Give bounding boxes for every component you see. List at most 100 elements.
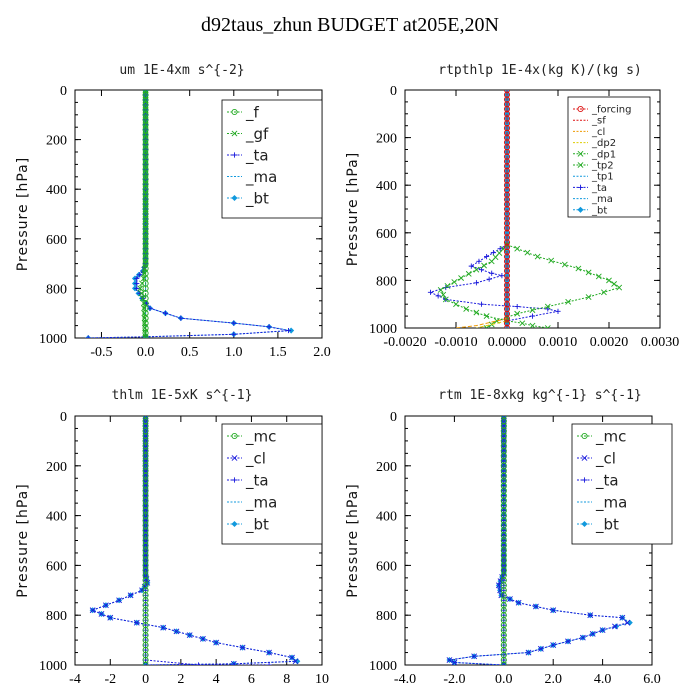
series-cl-point <box>102 602 109 609</box>
y-tick-label: 800 <box>46 609 67 624</box>
legend-entry: _ta <box>227 471 269 490</box>
series-ta-point <box>468 263 474 269</box>
plot-area <box>427 90 623 328</box>
legend-label: _forcing <box>591 105 632 116</box>
legend-label: _mc <box>245 427 276 446</box>
series-tp2-point <box>616 284 623 291</box>
series-ta-point <box>529 313 536 319</box>
y-tick-label: 600 <box>46 233 67 248</box>
panel-title: rtpthlp 1E-4x(kg K)/(kg s) <box>438 63 642 78</box>
legend-entry: _f <box>227 103 260 122</box>
legend-label: _f <box>245 103 260 122</box>
series-cl-point <box>127 592 134 599</box>
plot-area <box>446 416 633 665</box>
series-dp1-point <box>483 313 490 320</box>
legend-label: _bt <box>591 205 607 216</box>
legend-point <box>231 194 238 202</box>
series-dp1-point <box>473 266 480 273</box>
series-cl-point <box>160 624 167 631</box>
y-tick-label: 0 <box>390 410 397 425</box>
x-tick-label: -0.5 <box>90 345 112 360</box>
legend-entry: _mc <box>577 427 626 446</box>
x-tick-label: 1.5 <box>269 345 287 360</box>
legend-box <box>567 96 651 218</box>
y-tick-label: 800 <box>376 274 397 289</box>
series-mc-point <box>142 661 149 665</box>
legend-entry: _ma <box>227 493 277 512</box>
series-mc <box>142 416 149 665</box>
series-line <box>455 318 508 328</box>
series-ta-point <box>162 310 169 316</box>
y-tick-label: 400 <box>46 510 67 525</box>
panel-title: thlm 1E-5xK s^{-1} <box>112 388 253 403</box>
series-bt-point <box>288 327 295 334</box>
series-ta-point <box>473 280 479 286</box>
series-tp2-point <box>585 269 592 276</box>
legend-entry: _cl <box>577 449 616 468</box>
y-tick-label: 200 <box>376 460 397 475</box>
series-ta-point <box>137 272 143 278</box>
x-tick-label: 0.0 <box>495 672 513 687</box>
y-tick-label: 800 <box>376 609 397 624</box>
series-ta-point <box>195 662 202 665</box>
x-tick-label: -4.0 <box>394 672 416 687</box>
legend-label: _ma <box>245 168 277 187</box>
series-tp2-point <box>534 253 541 260</box>
series-forcing <box>503 90 511 328</box>
legend-box <box>221 99 323 219</box>
series-dp1-point <box>451 279 458 285</box>
series-cl-point <box>89 607 96 614</box>
y-tick-label: 400 <box>376 179 397 194</box>
x-tick-label: 6 <box>248 672 255 687</box>
y-tick-label: 1000 <box>369 659 397 674</box>
legend-label: _ma <box>245 493 277 512</box>
series-cl-point <box>550 607 557 614</box>
legend-label: _ma <box>591 194 613 205</box>
series-dp1-point <box>444 283 451 289</box>
series-cl-point <box>579 634 586 641</box>
legend-entry: _bt <box>227 515 269 534</box>
series-ta-point <box>266 662 272 665</box>
x-tick-label: 1.0 <box>225 345 243 360</box>
legend-entry: _gf <box>227 125 269 144</box>
panel-title: rtm 1E-8xkg kg^{-1} s^{-1} <box>438 388 642 403</box>
legend-entry: _forcing <box>573 105 632 116</box>
series-forcing-point <box>503 324 511 328</box>
series-tp2-point <box>548 257 555 264</box>
y-tick-label: 1000 <box>39 659 67 674</box>
series-cl-point <box>133 619 140 626</box>
series-f <box>142 90 149 338</box>
series-cl-point <box>550 642 557 648</box>
series-mc <box>500 416 507 665</box>
legend-label: _mc <box>595 427 626 446</box>
y-tick-label: 200 <box>46 134 67 149</box>
series-cl-point <box>525 649 532 656</box>
x-tick-label: -0.0010 <box>434 335 477 350</box>
series-ta-point <box>427 289 434 295</box>
x-tick-label: -2.0 <box>443 672 465 687</box>
series-bt-point <box>294 658 301 665</box>
x-tick-label: 0.0030 <box>641 335 680 350</box>
series-dp1-point <box>437 287 444 293</box>
series-ta-point <box>476 258 482 264</box>
series-cl-point <box>107 614 114 621</box>
series-dp2 <box>476 320 508 328</box>
legend-label: _bt <box>245 515 269 534</box>
series-tp2-point <box>585 294 592 300</box>
series-dp1-point <box>529 322 536 328</box>
y-tick-label: 600 <box>376 559 397 574</box>
y-tick-label: 0 <box>390 84 397 99</box>
series-cl-point <box>266 649 272 656</box>
series-ta-point <box>231 320 237 326</box>
legend-point <box>577 184 584 190</box>
legend-point <box>231 432 238 440</box>
legend: _forcing_sf_cl_dp2_dp1_tp2_tp1_ta_ma_bt <box>567 96 651 218</box>
x-tick-label: 2.0 <box>544 672 562 687</box>
x-tick-label: 0.0010 <box>539 335 578 350</box>
series-ta-point <box>478 301 485 307</box>
legend-point <box>581 520 588 528</box>
series-dp1-point <box>481 262 487 269</box>
series-cl-point <box>515 599 522 606</box>
series-ta-point <box>501 662 507 665</box>
